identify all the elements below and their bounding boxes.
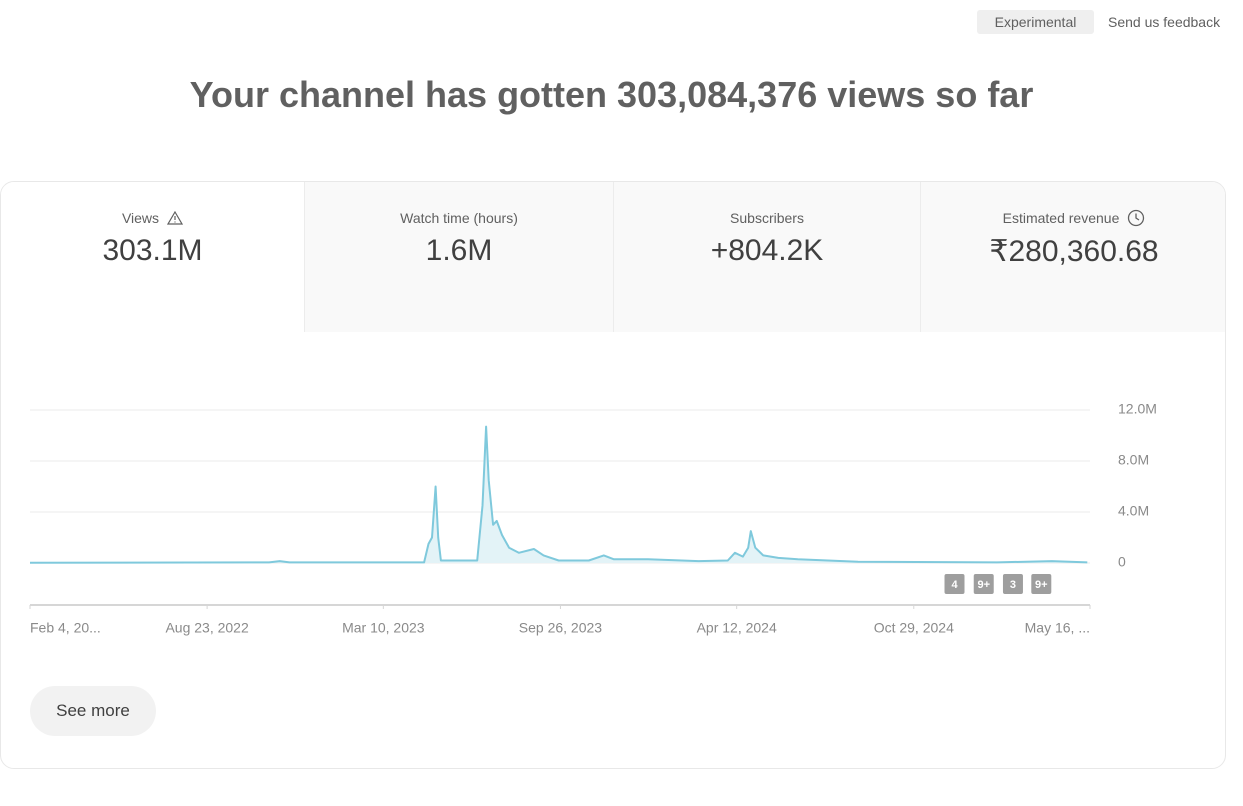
metric-value: ₹280,360.68 (989, 235, 1159, 268)
x-tick-label: Mar 10, 2023 (342, 620, 425, 636)
see-more-button[interactable]: See more (30, 686, 156, 736)
metric-label: Views (121, 210, 160, 226)
annotation-marker (1002, 574, 1023, 594)
annotation-label: 3 (1010, 579, 1016, 591)
y-tick-label: 0 (1118, 554, 1126, 570)
warning-icon (167, 211, 184, 225)
experimental-badge: Experimental (977, 10, 1094, 34)
metric-value: +804.2K (710, 234, 824, 267)
line (29, 425, 1088, 564)
metric-tab[interactable]: Subscribers +804.2K (613, 182, 920, 332)
metric-label: Estimated revenue (1002, 210, 1120, 226)
page-title: Your channel has gotten 303,084,376 view… (189, 74, 1034, 115)
y-tick-label: 8.0M (1118, 452, 1149, 468)
metric-tab[interactable]: Estimated revenue ₹280,360.68 (920, 182, 1225, 332)
y-tick-label: 12.0M (1118, 401, 1157, 417)
x-tick-label: May 16, ... (1025, 620, 1090, 636)
metric-value: 1.6M (425, 234, 493, 267)
annotation-marker (973, 574, 994, 594)
annotation-label: 9+ (977, 579, 990, 591)
x-tick-label: Aug 23, 2022 (165, 620, 249, 636)
annotation-label: 4 (951, 579, 958, 591)
metric-value: 303.1M (102, 234, 203, 267)
annotation-label: 9+ (1035, 579, 1048, 591)
area (30, 426, 1088, 563)
metric-tab[interactable]: Watch time (hours) 1.6M (304, 182, 613, 332)
metric-label: Watch time (hours) (400, 210, 518, 226)
x-tick-label: Apr 12, 2024 (697, 620, 777, 636)
x-tick-label: Oct 29, 2024 (874, 620, 954, 636)
metrics-card: Views 303.1M Watch time (hours) 1.6M Sub… (0, 181, 1226, 769)
x-tick-label: Feb 4, 20... (30, 620, 101, 636)
clock-icon (1128, 209, 1145, 227)
metric-label: Subscribers (730, 210, 804, 226)
annotation-marker (944, 574, 965, 594)
y-tick-label: 4.0M (1118, 503, 1149, 519)
annotation-marker (1031, 574, 1052, 594)
feedback-link[interactable]: Send us feedback (1108, 14, 1221, 30)
metric-tab[interactable]: Views 303.1M (1, 182, 304, 332)
x-tick-label: Sep 26, 2023 (519, 620, 603, 636)
